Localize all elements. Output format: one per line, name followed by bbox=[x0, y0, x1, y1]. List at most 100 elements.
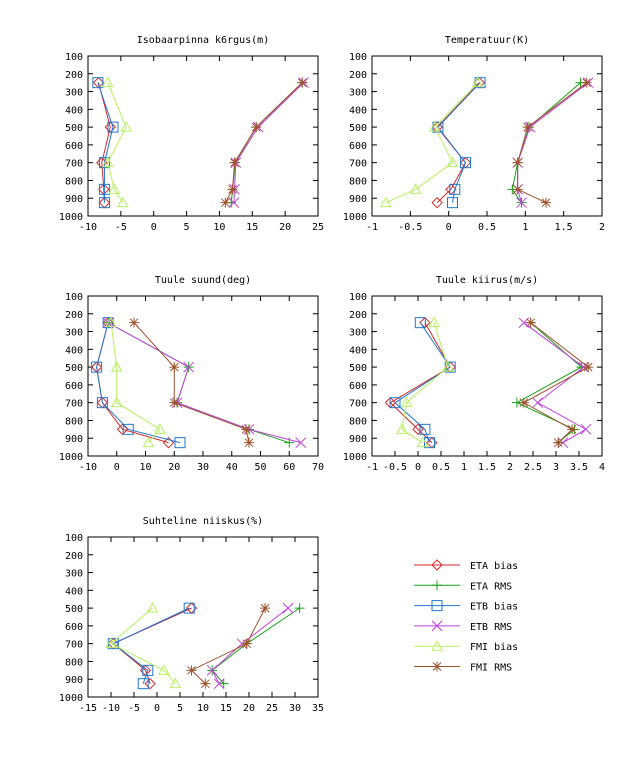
x-tick-label: 2 bbox=[507, 462, 513, 473]
y-tick-label: 300 bbox=[349, 88, 367, 99]
y-tick-label: 500 bbox=[349, 123, 367, 134]
data-point bbox=[144, 677, 156, 690]
series-line bbox=[522, 322, 590, 444]
x-tick-label: -10 bbox=[79, 222, 97, 233]
chart-panel-4: Tuule kiirus(m/s) 100 200 300 400 500 600 700 80… bbox=[343, 275, 605, 473]
data-point bbox=[101, 76, 114, 88]
x-tick-label: 0 bbox=[114, 462, 120, 473]
data-point bbox=[522, 122, 533, 133]
y-tick-label: 400 bbox=[65, 105, 83, 116]
legend-marker bbox=[432, 580, 442, 591]
data-point bbox=[169, 677, 182, 689]
data-point bbox=[158, 664, 170, 675]
legend-marker bbox=[431, 559, 443, 571]
data-point bbox=[424, 437, 435, 449]
series-fmi-bias bbox=[105, 602, 182, 689]
series-line bbox=[233, 82, 304, 203]
legend-item: FMI RMS bbox=[414, 661, 512, 674]
data-point bbox=[251, 122, 262, 133]
y-tick-label: 700 bbox=[65, 640, 83, 651]
data-point bbox=[244, 437, 254, 448]
data-point bbox=[518, 397, 529, 408]
series-fmi-bias bbox=[101, 76, 132, 208]
y-tick-label: 600 bbox=[349, 381, 367, 392]
x-tick-label: -1 bbox=[366, 462, 378, 473]
data-point bbox=[129, 317, 139, 328]
data-point bbox=[122, 423, 134, 435]
series-etb-rms bbox=[228, 77, 309, 209]
x-tick-label: 0 bbox=[154, 703, 160, 714]
data-point bbox=[142, 436, 155, 448]
chart-title: Tuule suund(deg) bbox=[155, 275, 251, 286]
plot-frame bbox=[371, 55, 603, 217]
legend-label: FMI RMS bbox=[470, 663, 512, 674]
data-point bbox=[512, 157, 523, 168]
y-tick-label: 300 bbox=[349, 328, 367, 339]
x-tick-label: -1 bbox=[366, 222, 378, 233]
series-eta-bias bbox=[431, 76, 486, 209]
series-line bbox=[517, 82, 587, 204]
legend-item: ETB bias bbox=[414, 600, 518, 613]
data-point bbox=[432, 121, 444, 133]
series-line bbox=[107, 322, 301, 444]
series-etb-rms bbox=[206, 602, 294, 690]
y-tick-label: 600 bbox=[65, 141, 83, 152]
y-tick-label: 1000 bbox=[343, 452, 367, 463]
legend-item: FMI bias bbox=[414, 640, 518, 653]
series-line bbox=[401, 322, 449, 444]
data-point bbox=[442, 361, 454, 372]
x-tick-label: -5 bbox=[128, 703, 140, 714]
legend-label: ETA bias bbox=[470, 561, 518, 572]
x-tick-label: 10 bbox=[139, 462, 151, 473]
series-line bbox=[394, 322, 451, 443]
y-tick-label: 600 bbox=[65, 622, 83, 633]
y-tick-label: 800 bbox=[65, 416, 83, 427]
data-point bbox=[419, 423, 431, 435]
series-fmi-bias bbox=[105, 316, 166, 448]
chart-title: Suhteline niiskus(%) bbox=[143, 516, 263, 527]
data-point bbox=[389, 397, 401, 409]
data-point bbox=[110, 396, 123, 408]
x-tick-label: 40 bbox=[226, 462, 238, 473]
data-point bbox=[169, 397, 180, 408]
x-tick-label: 0.5 bbox=[478, 222, 496, 233]
data-point bbox=[137, 678, 149, 690]
chart-panel-3: Tuule suund(deg)100200300400500600700800… bbox=[59, 275, 324, 473]
x-tick-label: 25 bbox=[312, 222, 324, 233]
legend-item: ETA bias bbox=[414, 559, 518, 572]
chart-panel-1: Isobaarpinna k6rgus(m)100200300400500600… bbox=[59, 35, 324, 233]
y-tick-label: 500 bbox=[65, 604, 83, 615]
legend-marker bbox=[432, 661, 442, 672]
series-line bbox=[230, 82, 303, 203]
x-tick-label: 20 bbox=[168, 462, 180, 473]
data-point bbox=[110, 361, 123, 372]
series-etb-bias bbox=[432, 77, 486, 209]
data-point bbox=[416, 436, 429, 448]
series-eta-rms bbox=[226, 77, 308, 208]
y-tick-label: 600 bbox=[349, 141, 367, 152]
x-tick-label: 15 bbox=[220, 703, 232, 714]
data-point bbox=[241, 638, 252, 649]
x-tick-label: 3 bbox=[553, 462, 559, 473]
x-tick-label: 5 bbox=[184, 222, 190, 233]
data-point bbox=[105, 316, 117, 328]
data-point bbox=[414, 317, 426, 329]
x-tick-label: 0 bbox=[151, 222, 157, 233]
x-tick-label: 20 bbox=[243, 703, 255, 714]
data-point bbox=[396, 423, 408, 434]
series-eta-rms bbox=[207, 603, 305, 689]
data-point bbox=[516, 197, 527, 209]
y-tick-label: 700 bbox=[65, 159, 83, 170]
y-tick-label: 200 bbox=[65, 70, 83, 81]
data-point bbox=[108, 183, 121, 194]
plot-frame bbox=[87, 55, 319, 217]
y-tick-label: 200 bbox=[349, 310, 367, 321]
y-tick-label: 400 bbox=[65, 586, 83, 597]
series-line bbox=[385, 82, 479, 204]
data-point bbox=[541, 197, 552, 208]
y-tick-label: 600 bbox=[65, 381, 83, 392]
y-tick-label: 900 bbox=[349, 434, 367, 445]
series-line bbox=[211, 607, 300, 684]
series-fmi-rms bbox=[129, 317, 254, 448]
